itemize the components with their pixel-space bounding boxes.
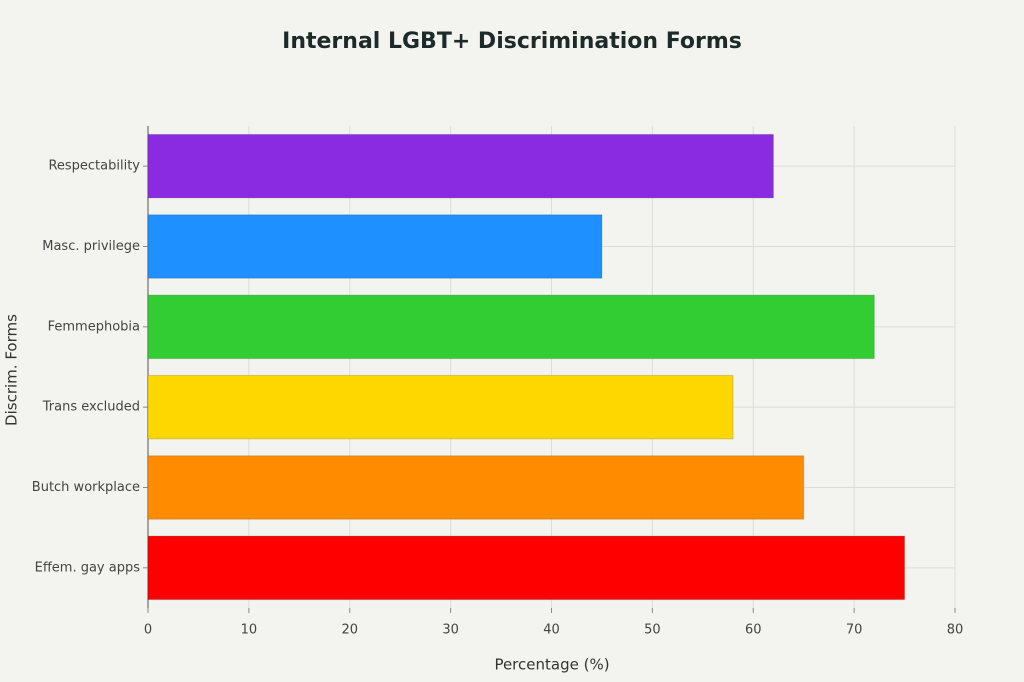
bar (147, 374, 734, 440)
y-tick-label: Butch workplace (32, 480, 140, 495)
bar (147, 294, 875, 360)
x-tick-label: 0 (144, 623, 152, 638)
y-tick-label: Femmephobia (48, 319, 140, 334)
y-tick-label: Respectability (48, 159, 140, 174)
x-tick-label: 40 (543, 623, 560, 638)
x-tick-label: 20 (341, 623, 358, 638)
x-tick-label: 50 (644, 623, 661, 638)
bar (147, 535, 906, 601)
x-tick-label: 60 (745, 623, 762, 638)
y-tick-label: Trans excluded (42, 400, 140, 415)
x-tick-label: 10 (241, 623, 258, 638)
y-tick-label: Masc. privilege (42, 239, 140, 254)
x-tick-label: 80 (947, 623, 964, 638)
y-axis-title: Discrim. Forms (3, 314, 21, 426)
x-axis-title: Percentage (%) (494, 656, 609, 674)
y-tick-label: Effem. gay apps (35, 560, 141, 575)
bar (147, 455, 805, 520)
chart-title: Internal LGBT+ Discrimination Forms (282, 29, 742, 54)
bar (147, 133, 774, 199)
bar (147, 214, 603, 279)
x-tick-label: 70 (846, 623, 863, 638)
x-tick-label: 30 (442, 623, 459, 638)
